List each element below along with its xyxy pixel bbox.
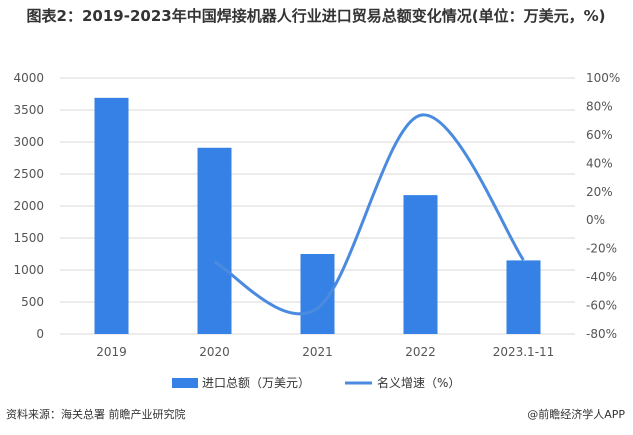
- x-tick-label: 2021: [302, 345, 333, 359]
- y-right-tick-label: 80%: [586, 99, 613, 113]
- y-left-tick-label: 1500: [13, 231, 44, 245]
- y-left-tick-label: 3000: [13, 135, 44, 149]
- bar-2019: [94, 97, 129, 334]
- y-right-tick-label: -60%: [586, 299, 617, 313]
- bar-2023.1-11: [506, 260, 541, 334]
- y-right-tick-label: -80%: [586, 327, 617, 341]
- source-note: 资料来源：海关总署 前瞻产业研究院: [6, 408, 186, 421]
- y-right-tick-label: -20%: [586, 242, 617, 256]
- y-right-tick-label: 0%: [586, 213, 605, 227]
- bar-2022: [403, 195, 438, 334]
- bar-2020: [197, 147, 232, 334]
- y-right-tick-label: 20%: [586, 185, 613, 199]
- y-left-tick-label: 3500: [13, 103, 44, 117]
- x-tick-label: 2023.1-11: [493, 345, 555, 359]
- y-left-tick-label: 2000: [13, 199, 44, 213]
- y-left-tick-label: 500: [21, 295, 44, 309]
- y-left-tick-label: 2500: [13, 167, 44, 181]
- y-left-tick-label: 1000: [13, 263, 44, 277]
- legend-bar-label: 进口总额（万美元）: [202, 376, 310, 390]
- brand-label: @前瞻经济学人APP: [527, 408, 625, 421]
- y-left-tick-label: 0: [36, 327, 44, 341]
- legend-line-label: 名义增速（%）: [377, 375, 460, 390]
- y-right-tick-label: 60%: [586, 128, 613, 142]
- y-right-tick-label: 40%: [586, 156, 613, 170]
- chart-svg: 0 500 1000 1500 2000 2500 3000 3500 4000 -80% -60%…: [13, 71, 620, 390]
- y-right-tick-label: 100%: [586, 71, 620, 85]
- growth-line: [213, 113, 525, 316]
- y-left-tick-label: 4000: [13, 71, 44, 85]
- chart-title: 图表2：2019-2023年中国焊接机器人行业进口贸易总额变化情况(单位：万美元…: [26, 7, 606, 25]
- x-tick-label: 2019: [96, 345, 127, 359]
- x-tick-label: 2022: [405, 345, 436, 359]
- x-tick-label: 2020: [199, 345, 230, 359]
- legend-bar-swatch: [172, 378, 198, 388]
- footer: 资料来源：海关总署 前瞻产业研究院 @前瞻经济学人APP: [0, 402, 633, 435]
- y-right-tick-label: -40%: [586, 270, 617, 284]
